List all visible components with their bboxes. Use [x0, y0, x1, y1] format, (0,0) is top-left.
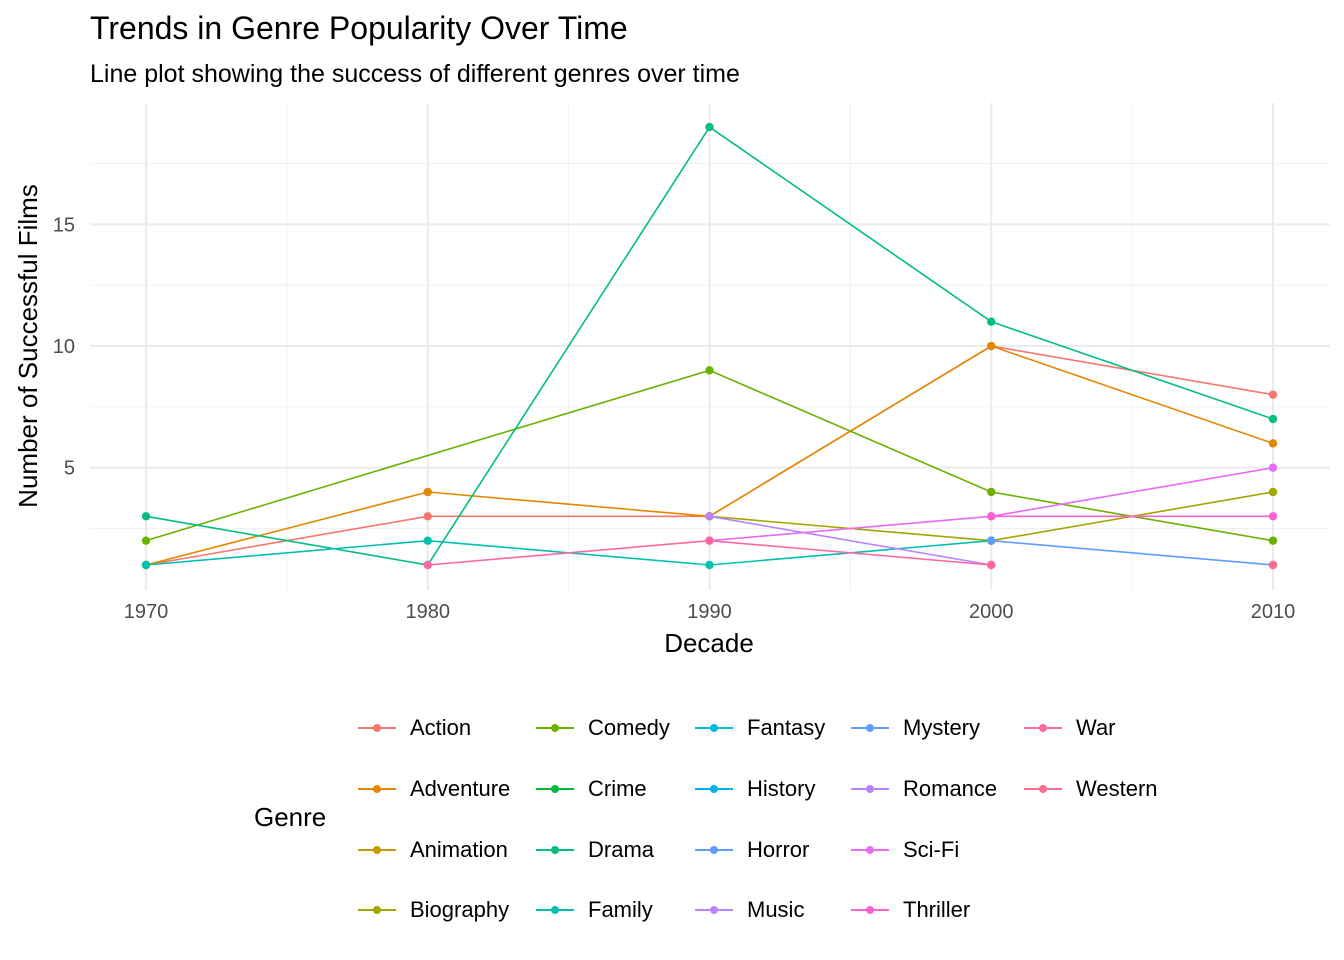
- data-point-war: [987, 560, 996, 570]
- data-point-biography: [1268, 487, 1278, 497]
- y-tick-label: 5: [64, 458, 75, 480]
- data-point-drama: [987, 317, 996, 326]
- grid-lines: [90, 103, 1330, 590]
- chart-title: Trends in Genre Popularity Over Time: [90, 10, 628, 46]
- data-point-adventure: [423, 487, 432, 497]
- data-point-action: [1268, 390, 1278, 399]
- data-point-drama: [705, 122, 714, 132]
- data-point-western: [1268, 560, 1278, 570]
- y-tick-label: 15: [53, 214, 75, 236]
- x-tick-label: 2010: [1251, 601, 1296, 623]
- data-point-adventure: [1268, 439, 1278, 448]
- axis-ticks: 1970 1980 1990 2000 2010 5 10 15: [53, 214, 1296, 623]
- data-point-action: [423, 512, 432, 521]
- data-point-family: [705, 560, 714, 570]
- y-axis-title: Number of Successful Films: [13, 184, 43, 508]
- data-point-drama: [1268, 414, 1278, 424]
- series-thriller: [987, 512, 1278, 521]
- series-line-romance: [709, 515, 992, 566]
- data-point-thriller: [987, 512, 996, 521]
- data-point-comedy: [1268, 536, 1278, 545]
- data-point-mystery: [987, 536, 996, 545]
- data-point-thriller: [1268, 512, 1278, 521]
- data-point-comedy: [987, 487, 996, 497]
- x-tick-label: 1980: [406, 601, 451, 623]
- data-point-family: [141, 560, 151, 570]
- series-lines: [141, 122, 1278, 570]
- data-point-comedy: [141, 536, 151, 545]
- x-tick-label: 2000: [969, 601, 1014, 623]
- data-point-comedy: [705, 366, 714, 375]
- x-axis-title: Decade: [664, 628, 754, 658]
- data-point-war: [423, 560, 432, 570]
- data-point-romance: [705, 512, 714, 521]
- data-point-war: [705, 536, 714, 545]
- data-point-family: [423, 536, 432, 545]
- series-western: [1268, 560, 1278, 570]
- chart-subtitle: Line plot showing the success of differe…: [90, 60, 740, 88]
- data-point-adventure: [987, 341, 996, 351]
- x-tick-label: 1990: [687, 601, 732, 623]
- series-line-mystery: [991, 539, 1274, 566]
- series-war: [423, 536, 996, 570]
- x-tick-label: 1970: [124, 601, 169, 623]
- data-point-drama: [141, 512, 151, 521]
- y-tick-label: 10: [53, 336, 75, 358]
- data-point-sci-fi: [1268, 463, 1278, 472]
